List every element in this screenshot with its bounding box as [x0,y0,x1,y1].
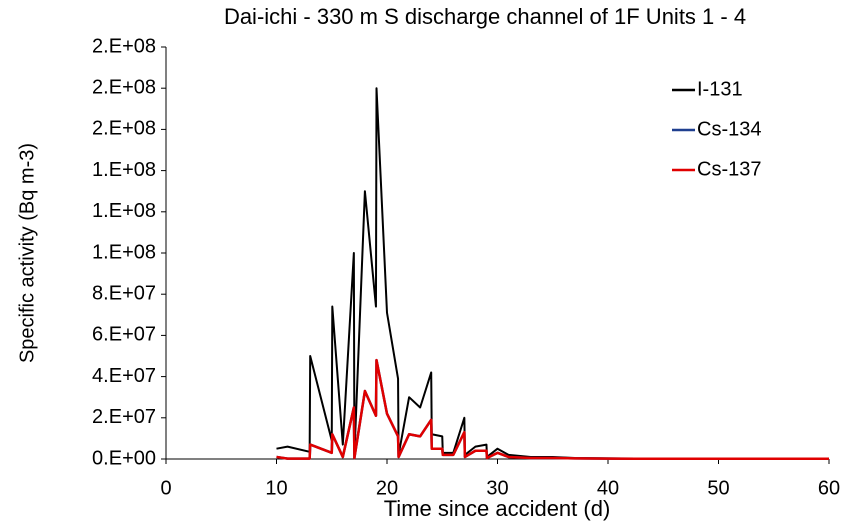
y-tick-label: 0.E+00 [92,447,156,469]
x-tick-label: 0 [160,477,171,499]
x-tick-label: 60 [818,477,840,499]
y-tick-label: 4.E+07 [92,365,156,387]
y-axis-label: Specific activity (Bq m-3) [16,143,38,363]
series-line [276,87,829,460]
x-tick-label: 20 [376,477,398,499]
y-tick-label: 2.E+08 [92,35,156,57]
x-tick-label: 50 [707,477,729,499]
y-tick-label: 6.E+07 [92,324,156,346]
legend-label: Cs-137 [697,158,761,180]
y-tick-label: 1.E+08 [92,200,156,222]
x-tick-label: 10 [265,477,287,499]
y-tick-label: 2.E+08 [92,76,156,98]
y-tick-label: 1.E+08 [92,159,156,181]
chart-title: Dai-ichi - 330 m S discharge channel of … [224,4,746,29]
series-line [276,358,829,461]
x-tick-label: 40 [597,477,619,499]
y-tick-label: 1.E+08 [92,241,156,263]
y-tick-label: 2.E+07 [92,406,156,428]
legend-label: I-131 [697,78,743,100]
y-tick-label: 2.E+08 [92,118,156,140]
x-axis-label: Time since accident (d) [384,496,611,521]
legend-label: Cs-134 [697,118,761,140]
y-tick-label: 8.E+07 [92,282,156,304]
x-tick-label: 30 [486,477,508,499]
series-line [276,358,829,461]
